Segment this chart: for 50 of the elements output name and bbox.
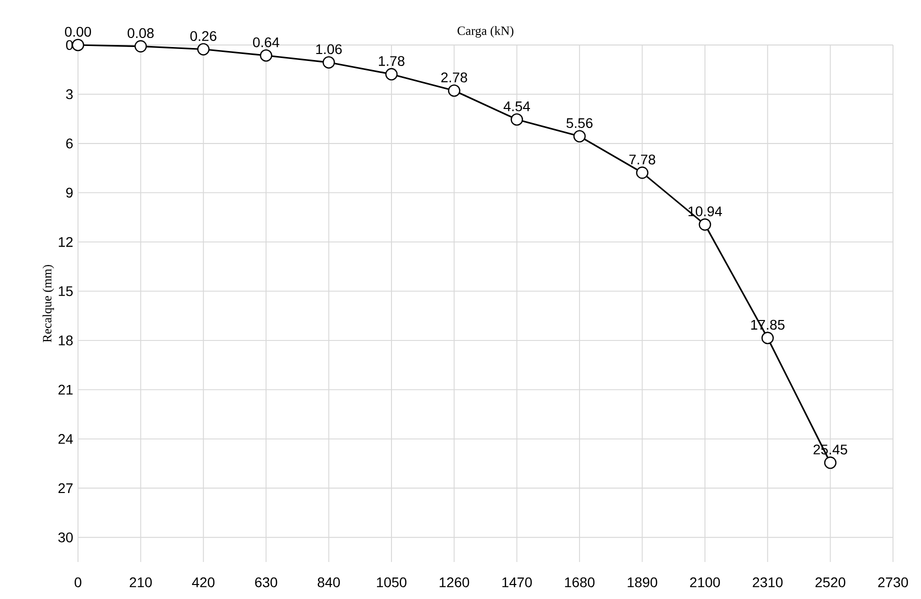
x-tick-label: 2100 (690, 577, 720, 588)
point (385, 68, 398, 80)
y-tick-label: 21 (58, 384, 73, 395)
data-label: 5.56 (566, 118, 593, 128)
x-tick-label: 1260 (440, 577, 470, 588)
y-axis-title: Recalque (mm) (42, 264, 54, 342)
data-label: 0.64 (253, 37, 280, 48)
x-tick-label: 1470 (502, 577, 532, 588)
x-tick-label: 840 (318, 577, 340, 588)
x-tick-label: 420 (192, 577, 214, 588)
y-tick-label: 24 (58, 434, 73, 444)
data-label: 4.54 (504, 102, 530, 112)
point (448, 84, 460, 97)
y-tick-label: 15 (58, 286, 73, 296)
point (197, 43, 210, 56)
point (322, 56, 335, 69)
point (761, 332, 774, 344)
data-label: 1.78 (378, 56, 404, 66)
x-tick-label: 1680 (565, 577, 595, 588)
y-tick-label: 9 (66, 188, 73, 198)
point (573, 130, 586, 142)
data-label: 0.00 (64, 26, 92, 37)
data-label: 2.78 (441, 72, 468, 82)
data-label: 10.94 (688, 206, 722, 216)
y-tick-label: 6 (66, 138, 73, 148)
y-tick-label: 30 (58, 532, 73, 542)
y-tick-label: 18 (58, 336, 73, 346)
x-axis-title: Carga (kN) (458, 26, 514, 38)
x-tick-label: 210 (130, 577, 152, 588)
data-label: 7.78 (629, 154, 656, 164)
point (510, 113, 524, 126)
x-tick-label: 2520 (816, 577, 846, 588)
point (636, 166, 648, 179)
point (824, 456, 836, 469)
data-label: 0.08 (128, 28, 154, 38)
point (698, 218, 712, 231)
x-tick-label: 1890 (628, 577, 658, 588)
x-tick-label: 2310 (752, 577, 783, 588)
data-label: 0.26 (190, 31, 216, 42)
y-tick-label: 12 (58, 237, 73, 247)
data-label: 1.06 (316, 44, 342, 54)
point (260, 49, 272, 62)
y-tick-label: 3 (66, 89, 73, 100)
x-tick-label: 1050 (377, 577, 406, 588)
x-tick-label: 630 (255, 577, 278, 588)
y-tick-label: 27 (58, 483, 73, 494)
point (72, 38, 84, 52)
x-tick-label: 2730 (878, 577, 908, 588)
point (134, 40, 147, 52)
x-tick-label: 0 (74, 577, 82, 588)
